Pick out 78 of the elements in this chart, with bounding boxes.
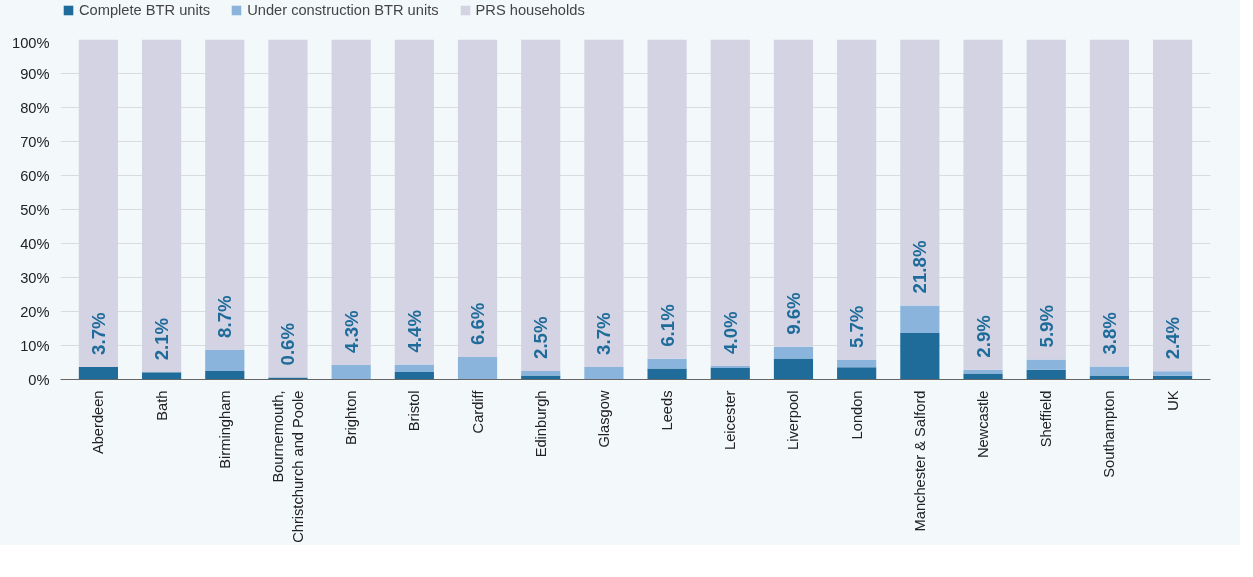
- bar: [1153, 371, 1193, 376]
- bar: [1026, 369, 1066, 380]
- bar: [710, 367, 750, 380]
- annotation: 4.3%: [340, 309, 362, 353]
- legend-label: Under construction BTR units: [247, 2, 439, 18]
- bar: [900, 332, 940, 380]
- bar: [584, 366, 624, 380]
- bar: [394, 364, 434, 373]
- bar: [773, 358, 814, 380]
- x-tick-label: Southampton: [1101, 390, 1118, 478]
- bar: [205, 349, 245, 371]
- x-tick-label: UK: [1164, 390, 1181, 411]
- annotation: 6.1%: [656, 303, 678, 347]
- x-tick-label: Bath: [153, 390, 170, 421]
- legend-label: Complete BTR units: [79, 2, 211, 18]
- bar: [773, 346, 814, 359]
- bar: [78, 366, 118, 380]
- bar: [394, 372, 434, 380]
- y-tick-label: 70%: [20, 133, 50, 150]
- bar: [1026, 359, 1066, 370]
- bar: [710, 365, 750, 368]
- bar: [900, 305, 940, 333]
- x-tick-label: Glasgow: [595, 390, 612, 448]
- y-tick-label: 60%: [20, 167, 50, 184]
- x-tick-label: Cardiff: [469, 389, 486, 434]
- annotation: 21.8%: [909, 240, 931, 294]
- bar: [1089, 366, 1129, 376]
- y-tick-label: 20%: [20, 303, 50, 320]
- annotation: 8.7%: [214, 294, 236, 338]
- bar: [457, 357, 498, 380]
- x-tick-label: Birmingham: [216, 390, 233, 469]
- x-tick-label: Manchester & Salford: [911, 390, 928, 532]
- annotation: 9.6%: [782, 291, 804, 335]
- y-tick-label: 80%: [20, 99, 50, 116]
- annotation: 2.5%: [530, 316, 552, 359]
- annotation: 4.4%: [403, 309, 425, 353]
- annotation: 3.7%: [87, 311, 109, 355]
- x-tick-label: Brighton: [343, 390, 360, 446]
- bar: [837, 367, 877, 380]
- annotation: 2.9%: [972, 314, 994, 358]
- x-tick-label: Liverpool: [785, 390, 802, 450]
- annotation: 0.6%: [277, 322, 299, 366]
- bar: [647, 358, 687, 369]
- y-tick-label: 90%: [20, 65, 50, 82]
- x-tick-label: Newcastle: [975, 390, 992, 459]
- bar: [521, 375, 561, 380]
- bar: [1089, 375, 1129, 380]
- bar: [837, 360, 877, 368]
- annotation: 5.9%: [1035, 304, 1057, 348]
- annotation: 6.6%: [467, 302, 489, 346]
- legend-label: PRS households: [475, 2, 585, 18]
- bar: [142, 372, 182, 380]
- annotation: 2.1%: [151, 317, 173, 361]
- y-tick-label: 50%: [20, 201, 50, 218]
- bar: [331, 364, 371, 380]
- x-tick-label: London: [848, 390, 865, 440]
- y-tick-label: 10%: [20, 337, 50, 354]
- x-tick-label: Leeds: [659, 390, 676, 431]
- y-tick-label: 100%: [12, 34, 50, 51]
- x-tick-label: Edinburgh: [532, 390, 549, 458]
- x-tick-label: Sheffield: [1038, 390, 1055, 448]
- annotation: 5.7%: [846, 305, 868, 349]
- x-tick-label: Leicester: [722, 390, 739, 450]
- bar: [647, 368, 687, 380]
- y-tick-label: 30%: [20, 269, 50, 286]
- annotation: 3.8%: [1098, 311, 1120, 355]
- y-tick-label: 0%: [28, 371, 50, 388]
- bar: [963, 373, 1003, 380]
- x-tick-label: Bournemouth, Christchurch and Poole: [270, 390, 306, 543]
- x-tick-label: Bristol: [406, 390, 423, 432]
- y-tick-label: 40%: [20, 235, 50, 252]
- bar: [268, 377, 308, 380]
- bar: [205, 371, 245, 380]
- annotation: 2.4%: [1162, 316, 1184, 360]
- bar: [521, 371, 561, 376]
- x-tick-label: Aberdeen: [90, 390, 107, 455]
- annotation: 3.7%: [593, 311, 615, 355]
- annotation: 4.0%: [719, 310, 741, 354]
